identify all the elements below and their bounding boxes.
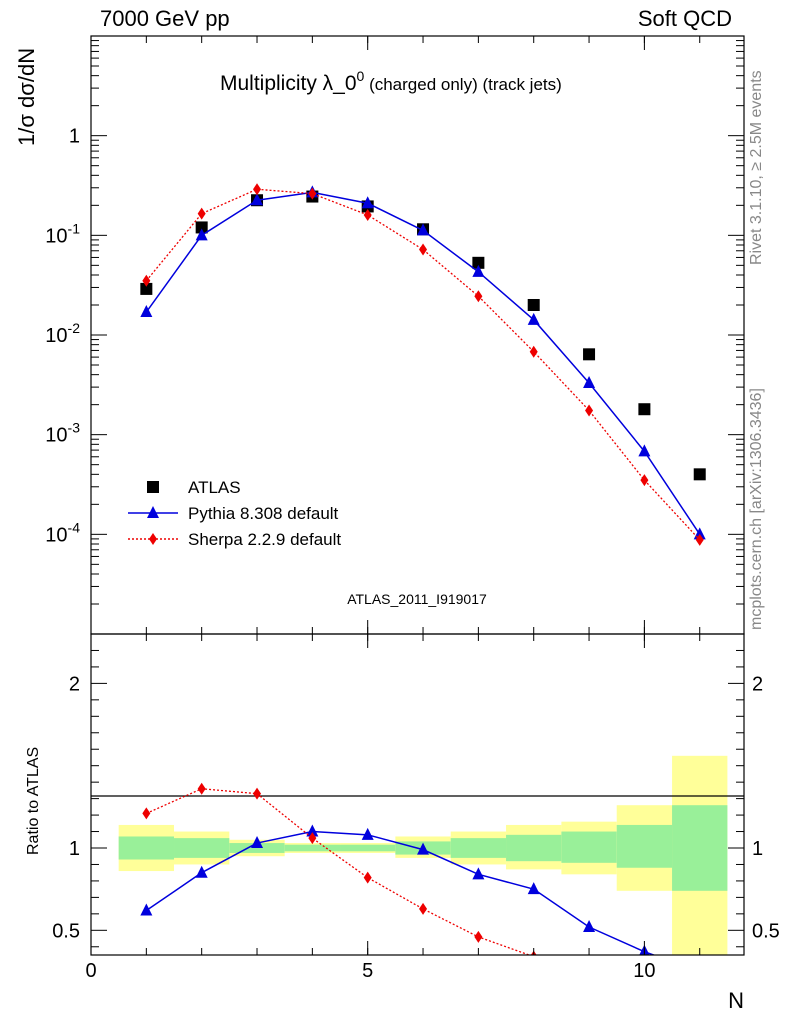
ratio-uncertainty-bands bbox=[118, 755, 728, 955]
sherpa-point bbox=[197, 207, 206, 220]
xlabel: N bbox=[728, 988, 744, 1013]
rivet-label: Rivet 3.1.10, ≥ 2.5M events bbox=[748, 70, 765, 265]
sherpa-ratio-point bbox=[197, 782, 206, 795]
legend-pythia-marker bbox=[147, 506, 159, 518]
x-tick-label: 5 bbox=[362, 960, 373, 982]
pythia-ratio-point bbox=[195, 865, 208, 878]
pythia-ratio-point bbox=[306, 824, 319, 837]
atlas-point bbox=[472, 256, 485, 269]
atlas-point bbox=[195, 221, 208, 234]
inner-band-bin bbox=[450, 838, 507, 858]
pythia-point bbox=[638, 444, 651, 457]
pythia-ratio-point bbox=[251, 836, 264, 849]
pythia-point bbox=[251, 193, 264, 206]
main-series bbox=[140, 183, 706, 546]
sherpa-ratio-point bbox=[308, 832, 317, 845]
pythia-point bbox=[140, 305, 153, 318]
x-tick-label: 10 bbox=[633, 960, 655, 982]
ratio-y-tick-label-left: 2 bbox=[69, 673, 80, 695]
pythia-point bbox=[583, 375, 596, 388]
atlas-point bbox=[638, 403, 651, 416]
inner-band-bin bbox=[174, 838, 230, 858]
inner-band-bin bbox=[616, 824, 673, 868]
inner-band-bin bbox=[506, 834, 562, 862]
sherpa-point bbox=[529, 345, 538, 358]
legend-atlas-label: ATLAS bbox=[188, 478, 241, 497]
sherpa-point bbox=[419, 243, 428, 256]
ratio-panel-frame bbox=[90, 633, 745, 956]
plot-title: Multiplicity λ_00 (charged only) (track … bbox=[220, 68, 562, 95]
sherpa-point bbox=[695, 533, 704, 546]
ratio-y-tick-label-left: 1 bbox=[69, 838, 80, 860]
sherpa-ratio-point bbox=[419, 902, 428, 915]
sherpa-ratio-point bbox=[363, 871, 372, 884]
pythia-point bbox=[361, 196, 374, 209]
legend-pythia-label: Pythia 8.308 default bbox=[188, 504, 339, 523]
sherpa-point bbox=[363, 208, 372, 221]
sherpa-point bbox=[253, 183, 262, 196]
ratio-y-tick-label-right: 0.5 bbox=[752, 920, 780, 942]
sherpa-line bbox=[145, 188, 701, 541]
sherpa-point bbox=[308, 187, 317, 200]
pythia-ratio-point bbox=[472, 867, 485, 880]
atlas-point bbox=[693, 468, 706, 481]
pythia-point bbox=[472, 264, 485, 277]
ratio-y-tick-label-left: 0.5 bbox=[52, 920, 80, 942]
sherpa-ratio-point bbox=[474, 930, 483, 943]
inner-band-bin bbox=[284, 844, 341, 852]
x-tick-label: 0 bbox=[85, 960, 96, 982]
top-ylabel: 1/σ dσ/dN bbox=[14, 48, 39, 146]
sherpa-ratio-line bbox=[146, 788, 532, 955]
sherpa-point bbox=[142, 274, 151, 287]
pythia-point bbox=[195, 228, 208, 241]
inner-band-bin bbox=[118, 836, 175, 860]
pythia-ratio-point bbox=[417, 842, 430, 855]
y-tick-label: 10-4 bbox=[45, 519, 80, 546]
sherpa-ratio-point bbox=[253, 787, 262, 800]
atlas-point bbox=[527, 298, 540, 311]
pythia-ratio-point bbox=[140, 903, 153, 916]
inner-band-bin bbox=[340, 844, 396, 852]
ratio-y-tick-label-right: 2 bbox=[752, 673, 763, 695]
y-tick-label: 1 bbox=[69, 126, 80, 148]
y-tick-label: 10-3 bbox=[45, 420, 80, 447]
pythia-point bbox=[527, 312, 540, 325]
inner-band-bin bbox=[672, 805, 728, 891]
analysis-label: ATLAS_2011_I919017 bbox=[347, 591, 487, 607]
legend-sherpa-label: Sherpa 2.2.9 default bbox=[188, 530, 341, 549]
y-tick-label: 10-1 bbox=[45, 220, 80, 247]
atlas-point bbox=[140, 282, 153, 295]
ratio-series bbox=[140, 782, 706, 982]
pythia-ratio-point bbox=[361, 827, 374, 840]
pythia-ratio-point bbox=[527, 882, 540, 895]
pythia-point bbox=[417, 223, 430, 236]
title-suffix: (charged only) (track jets) bbox=[364, 75, 561, 94]
header-left: 7000 GeV pp bbox=[100, 6, 230, 31]
sherpa-ratio-point bbox=[142, 807, 151, 820]
header-right: Soft QCD bbox=[638, 6, 732, 31]
legend-atlas-marker bbox=[147, 481, 159, 493]
title-main: Multiplicity λ_0 bbox=[220, 72, 357, 95]
pythia-ratio-point bbox=[694, 964, 706, 976]
sherpa-point bbox=[474, 290, 483, 303]
inner-band-bin bbox=[561, 831, 617, 863]
ratio-y-tick-label-right: 1 bbox=[752, 838, 763, 860]
sherpa-ratio-point bbox=[585, 962, 593, 974]
ratio-ylabel: Ratio to ATLAS bbox=[25, 747, 42, 855]
mcplots-label: mcplots.cern.ch [arXiv:1306.3436] bbox=[748, 388, 765, 630]
legend: ATLAS Pythia 8.308 default Sherpa 2.2.9 de… bbox=[128, 478, 341, 549]
y-tick-label: 10-2 bbox=[45, 320, 80, 347]
pythia-ratio-point bbox=[583, 920, 596, 933]
title-superscript: 0 bbox=[357, 68, 365, 84]
sherpa-point bbox=[640, 474, 649, 487]
atlas-point bbox=[583, 348, 596, 361]
sherpa-point bbox=[585, 404, 594, 417]
sherpa-ratio-point bbox=[696, 970, 704, 982]
axes: 0 5 10 1 10-1 10-2 10-3 10-4 2 2 1 1 0.5 0.5 bbox=[45, 36, 780, 982]
legend-sherpa-marker bbox=[149, 533, 157, 545]
